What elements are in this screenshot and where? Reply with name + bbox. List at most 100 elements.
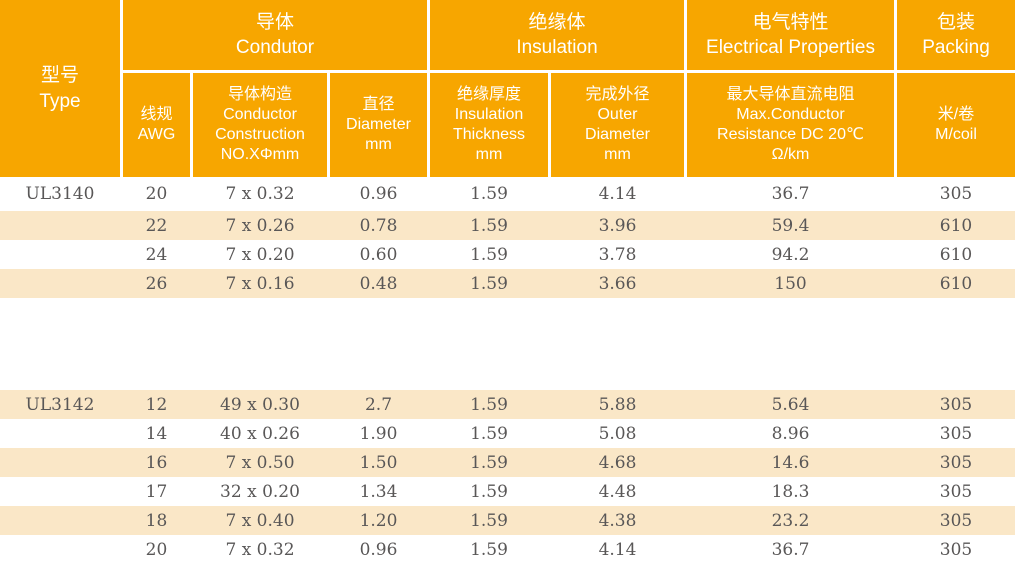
cell-coil: 305 <box>939 481 973 502</box>
cell-outer-diameter: 5.88 <box>598 394 637 415</box>
cell-outer-diameter: 5.08 <box>598 423 637 444</box>
cell-coil: 610 <box>939 244 973 265</box>
cell-construction: 49 x 0.30 <box>220 394 300 415</box>
table-body: UL3140 20 7 x 0.32 0.96 1.59 4.14 36.7 3… <box>0 177 1015 564</box>
cell-awg: 20 <box>145 539 168 560</box>
table-row: 16 7 x 0.50 1.50 1.59 4.68 14.6 305 <box>0 448 1015 477</box>
cell-construction: 7 x 0.50 <box>225 452 295 473</box>
cell-diameter: 0.60 <box>359 244 398 265</box>
header-group-insulation-label: 绝缘体 Insulation <box>430 0 684 70</box>
cell-construction: 7 x 0.32 <box>225 539 295 560</box>
cell-coil: 305 <box>939 452 973 473</box>
cell-coil: 305 <box>939 394 973 415</box>
cell-thickness: 1.59 <box>470 184 508 204</box>
cell-resistance: 36.7 <box>771 539 810 560</box>
table-row: 18 7 x 0.40 1.20 1.59 4.38 23.2 305 <box>0 506 1015 535</box>
header-group-electrical-label: 电气特性 Electrical Properties <box>687 0 894 70</box>
cell-awg: 24 <box>145 244 168 265</box>
cell-thickness: 1.59 <box>470 394 508 415</box>
table-header: 型号 Type 导体 Condutor 线规 AWG 导体构造 Conducto… <box>0 0 1015 177</box>
cell-awg: 14 <box>145 423 168 444</box>
header-type-cell: 型号 Type <box>0 0 120 177</box>
table-row: 20 7 x 0.32 0.96 1.59 4.14 36.7 305 <box>0 535 1015 564</box>
header-col-resistance: 最大导体直流电阻 Max.Conductor Resistance DC 20℃… <box>687 73 894 177</box>
cell-resistance: 23.2 <box>771 510 810 531</box>
cell-diameter: 0.96 <box>359 539 398 560</box>
block-spacer <box>0 298 1015 390</box>
cell-coil: 610 <box>939 273 973 294</box>
table-row: UL3140 20 7 x 0.32 0.96 1.59 4.14 36.7 3… <box>0 177 1015 211</box>
cell-diameter: 0.96 <box>359 184 398 204</box>
header-group-packing-label: 包装 Packing <box>897 0 1015 70</box>
table-row: UL3142 12 49 x 0.30 2.7 1.59 5.88 5.64 3… <box>0 390 1015 419</box>
cell-diameter: 1.20 <box>359 510 398 531</box>
cell-construction: 7 x 0.32 <box>225 184 295 204</box>
cell-thickness: 1.59 <box>470 273 508 294</box>
cell-construction: 40 x 0.26 <box>220 423 300 444</box>
cell-thickness: 1.59 <box>470 215 508 236</box>
cell-thickness: 1.59 <box>470 481 508 502</box>
cell-coil: 305 <box>939 510 973 531</box>
cell-coil: 305 <box>939 539 973 560</box>
header-col-outer-diameter: 完成外径 Outer Diameter mm <box>551 73 684 177</box>
cell-diameter: 1.90 <box>359 423 398 444</box>
header-col-awg: 线规 AWG <box>123 73 190 177</box>
header-group-electrical: 电气特性 Electrical Properties 最大导体直流电阻 Max.… <box>687 0 894 177</box>
table-row: 17 32 x 0.20 1.34 1.59 4.48 18.3 305 <box>0 477 1015 506</box>
cell-resistance: 59.4 <box>771 215 810 236</box>
table-row: 26 7 x 0.16 0.48 1.59 3.66 150 610 <box>0 269 1015 298</box>
header-group-insulation: 绝缘体 Insulation 绝缘厚度 Insulation Thickness… <box>430 0 684 177</box>
table-row: 24 7 x 0.20 0.60 1.59 3.78 94.2 610 <box>0 240 1015 269</box>
header-col-thickness: 绝缘厚度 Insulation Thickness mm <box>430 73 548 177</box>
cell-diameter: 2.7 <box>364 394 393 415</box>
cell-outer-diameter: 4.68 <box>598 452 637 473</box>
cell-thickness: 1.59 <box>470 510 508 531</box>
cell-awg: 16 <box>145 452 168 473</box>
cell-type: UL3140 <box>25 184 95 204</box>
header-col-diameter: 直径 Diameter mm <box>330 73 427 177</box>
cell-outer-diameter: 3.78 <box>598 244 637 265</box>
cell-thickness: 1.59 <box>470 539 508 560</box>
cell-outer-diameter: 3.96 <box>598 215 637 236</box>
cell-construction: 7 x 0.20 <box>225 244 295 265</box>
cell-coil: 305 <box>939 423 973 444</box>
header-group-conductor-label: 导体 Condutor <box>123 0 427 70</box>
header-col-coil: 米/卷 M/coil <box>897 73 1015 177</box>
cell-construction: 32 x 0.20 <box>220 481 300 502</box>
cell-outer-diameter: 3.66 <box>598 273 637 294</box>
cell-diameter: 1.50 <box>359 452 398 473</box>
cell-resistance: 36.7 <box>771 184 810 204</box>
cell-diameter: 0.48 <box>359 273 398 294</box>
cell-construction: 7 x 0.40 <box>225 510 295 531</box>
cell-construction: 7 x 0.26 <box>225 215 295 236</box>
cell-construction: 7 x 0.16 <box>225 273 295 294</box>
cell-resistance: 14.6 <box>771 452 810 473</box>
cell-outer-diameter: 4.48 <box>598 481 637 502</box>
cell-thickness: 1.59 <box>470 423 508 444</box>
cell-outer-diameter: 4.14 <box>598 184 637 204</box>
cell-diameter: 1.34 <box>359 481 398 502</box>
cell-resistance: 8.96 <box>771 423 810 444</box>
header-col-construction: 导体构造 Conductor Construction NO.XΦmm <box>193 73 327 177</box>
cell-awg: 26 <box>145 273 168 294</box>
cell-diameter: 0.78 <box>359 215 398 236</box>
cell-outer-diameter: 4.38 <box>598 510 637 531</box>
cell-awg: 22 <box>145 215 168 236</box>
header-group-conductor: 导体 Condutor 线规 AWG 导体构造 Conductor Constr… <box>123 0 427 177</box>
cell-resistance: 94.2 <box>771 244 810 265</box>
cell-awg: 17 <box>145 481 168 502</box>
cell-thickness: 1.59 <box>470 244 508 265</box>
cell-resistance: 5.64 <box>771 394 810 415</box>
cell-resistance: 18.3 <box>771 481 810 502</box>
cell-awg: 12 <box>145 394 168 415</box>
header-group-packing: 包装 Packing 米/卷 M/coil <box>897 0 1015 177</box>
table-row: 14 40 x 0.26 1.90 1.59 5.08 8.96 305 <box>0 419 1015 448</box>
cell-outer-diameter: 4.14 <box>598 539 637 560</box>
cell-awg: 20 <box>145 184 168 204</box>
cell-coil: 610 <box>939 215 973 236</box>
cell-awg: 18 <box>145 510 168 531</box>
cell-type: UL3142 <box>25 394 95 415</box>
table-row: 22 7 x 0.26 0.78 1.59 3.96 59.4 610 <box>0 211 1015 240</box>
cell-coil: 305 <box>939 184 973 204</box>
